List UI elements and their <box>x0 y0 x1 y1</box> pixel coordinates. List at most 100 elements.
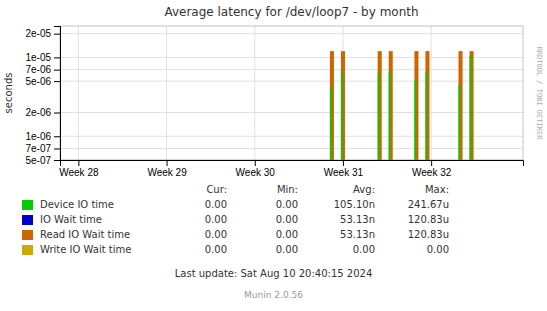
table-header: Max: <box>425 184 449 195</box>
table-cell: 0.00 <box>205 244 227 255</box>
table-header: Avg: <box>353 184 375 195</box>
bar <box>425 72 427 160</box>
tick: 5e-06 <box>25 76 60 87</box>
tick-label: Week 28 <box>59 167 99 178</box>
chart: 5e-077e-071e-06 2e-06 5e-067e-061e-05 2e-05… <box>0 0 547 311</box>
table-cell: 0.00 <box>205 214 227 225</box>
bar <box>459 85 461 160</box>
table-cell: 0.00 <box>276 199 298 210</box>
table-cell: 0.00 <box>205 229 227 240</box>
bar <box>425 51 429 160</box>
bars <box>330 51 474 160</box>
plot-frame <box>60 26 523 160</box>
tick: 7e-06 <box>25 64 60 75</box>
tick-mark <box>54 81 60 82</box>
table-cell: 120.83u <box>408 229 449 240</box>
table-cell: 0.00 <box>276 229 298 240</box>
x-axis: Week 28 Week 29 Week 30 Week 31 Week 32 <box>59 160 523 178</box>
tick-mark <box>167 160 168 166</box>
tick-label: Week 29 <box>147 167 187 178</box>
table-header: Cur: <box>206 184 227 195</box>
tick-mark <box>54 113 60 114</box>
bar <box>341 70 343 160</box>
annotation: Last update: Sat Aug 10 20:40:15 2024 <box>175 268 373 279</box>
y-axis: 5e-077e-071e-06 2e-06 5e-067e-061e-05 2e-05 <box>25 27 60 166</box>
axis-title: seconds <box>3 73 14 114</box>
tick: 1e-06 <box>25 131 60 142</box>
tick-label: 7e-07 <box>25 143 51 154</box>
grid-line <box>166 26 167 160</box>
grid-line <box>60 81 523 82</box>
tick: 7e-07 <box>25 143 60 154</box>
grid <box>60 26 523 160</box>
grid-line <box>60 112 523 113</box>
tick: Week 28 <box>59 160 99 178</box>
table-cell: 0.00 <box>276 244 298 255</box>
bar <box>414 80 416 160</box>
tick-label: 7e-06 <box>25 64 51 75</box>
table-cell: 0.00 <box>205 199 227 210</box>
tick-label: 5e-07 <box>25 155 51 166</box>
table-cell: 120.83u <box>408 214 449 225</box>
tick-mark <box>54 70 60 71</box>
grid-line <box>60 136 523 137</box>
bar <box>389 51 393 160</box>
bar <box>378 51 382 160</box>
legend-label: Read IO Wait time <box>40 229 130 240</box>
grid-line <box>60 69 523 70</box>
bar <box>470 56 472 160</box>
table-cell: 0.00 <box>353 244 375 255</box>
tick-label: Week 32 <box>412 167 452 178</box>
grid-line <box>78 26 79 160</box>
grid-line <box>431 26 432 160</box>
tick: 1e-05 <box>25 52 60 63</box>
tick: 5e-07 <box>25 155 60 166</box>
tick: 2e-05 <box>25 28 60 39</box>
tick-mark <box>54 148 60 149</box>
axis-line <box>61 161 524 167</box>
axis-line <box>54 27 61 161</box>
tick-label: 2e-06 <box>25 107 51 118</box>
tick-mark <box>54 136 60 137</box>
table-header: Min: <box>277 184 298 195</box>
tick-mark <box>343 160 344 166</box>
tick-mark <box>78 160 79 166</box>
legend-label: Write IO Wait time <box>40 244 131 255</box>
bar <box>470 51 474 160</box>
grid-line <box>60 33 523 34</box>
bar <box>414 51 418 160</box>
tick-label: Week 31 <box>324 167 364 178</box>
bar <box>330 88 332 160</box>
legend-swatch <box>22 215 33 225</box>
tick-label: 1e-05 <box>25 52 51 63</box>
tick: Week 30 <box>236 160 276 178</box>
tick-mark <box>255 160 256 166</box>
bar <box>341 51 345 160</box>
tick: Week 32 <box>412 160 452 178</box>
annotation: Munin 2.0.56 <box>244 290 303 300</box>
tick-label: Week 30 <box>236 167 276 178</box>
legend-swatch <box>22 200 33 210</box>
tick-mark <box>54 34 60 35</box>
bar <box>389 72 391 160</box>
table-cell: 241.67u <box>408 199 449 210</box>
tick-mark <box>54 57 60 58</box>
tick: Week 29 <box>147 160 187 178</box>
legend: Cur:Min:Avg:Max:Device IO time0.000.0010… <box>22 184 449 255</box>
bar <box>378 73 380 160</box>
bar <box>459 51 463 160</box>
table-cell: 0.00 <box>276 214 298 225</box>
tick-label: 5e-06 <box>25 76 51 87</box>
grid-line <box>60 148 523 149</box>
tick-mark <box>54 160 60 161</box>
table-cell: 53.13n <box>340 214 375 225</box>
tick: Week 31 <box>324 160 364 178</box>
tick-mark <box>431 160 432 166</box>
table-cell: 53.13n <box>340 229 375 240</box>
tick-label: 2e-05 <box>25 28 51 39</box>
title: Average latency for /dev/loop7 - by mont… <box>164 5 418 19</box>
tick: 2e-06 <box>25 107 60 118</box>
legend-label: Device IO time <box>40 199 114 210</box>
table-cell: 0.00 <box>427 244 449 255</box>
grid-line <box>254 26 255 160</box>
